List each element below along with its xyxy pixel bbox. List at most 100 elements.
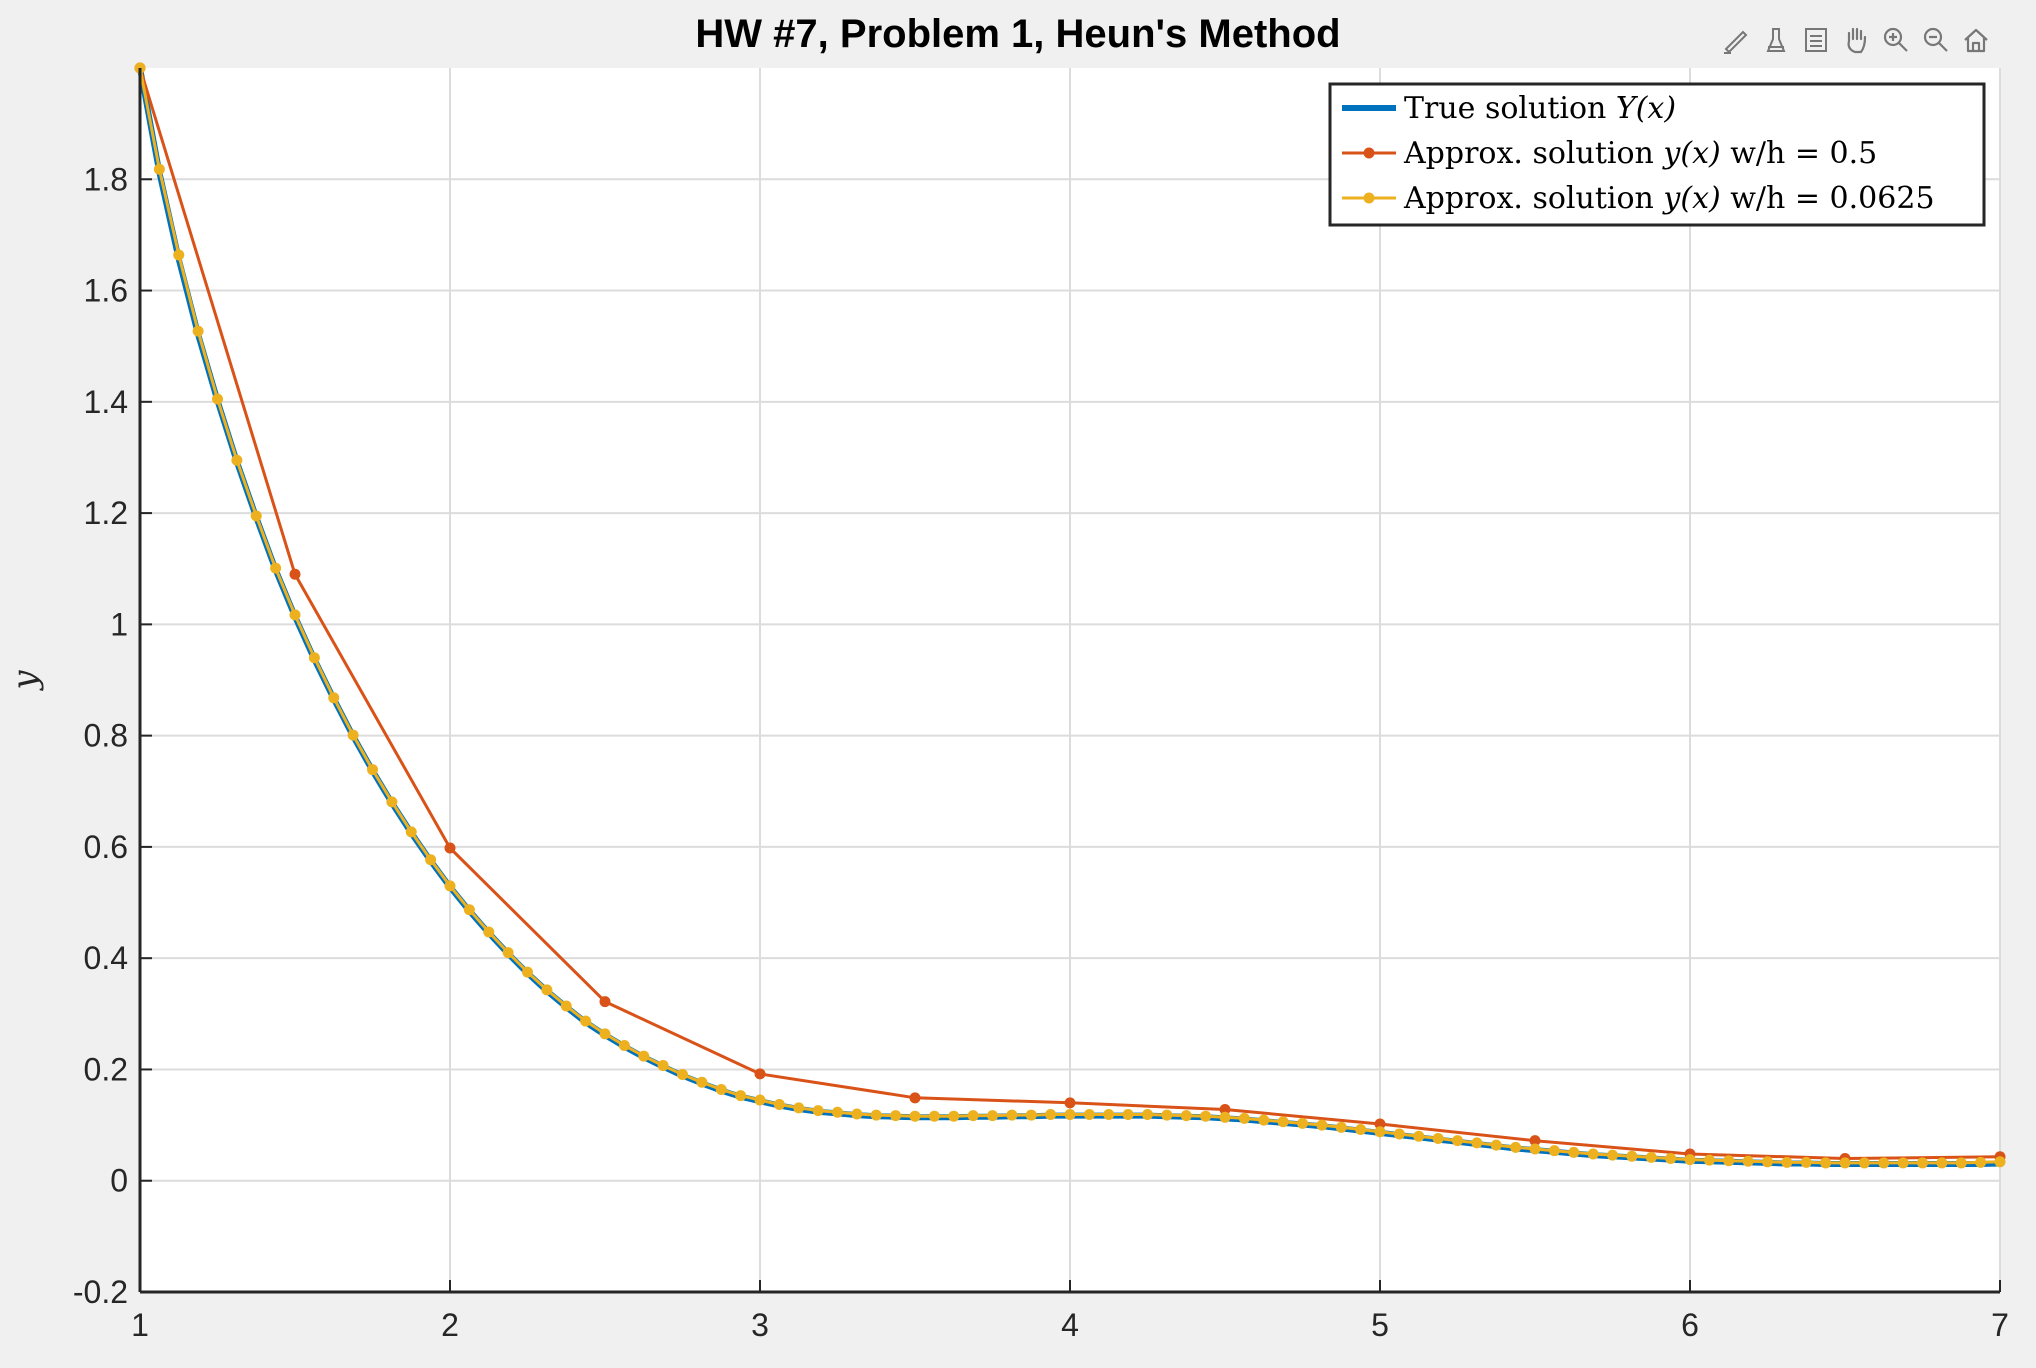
y-tick-label: 1.4 — [84, 384, 128, 420]
data-point — [270, 562, 282, 574]
data-point — [463, 904, 475, 916]
data-point — [1180, 1110, 1192, 1122]
pan-hand-icon[interactable] — [1838, 22, 1874, 58]
data-point — [1742, 1155, 1754, 1167]
data-cursor-icon[interactable] — [1758, 22, 1794, 58]
data-point — [1994, 1156, 2006, 1168]
data-point — [1703, 1154, 1715, 1166]
data-point — [1316, 1119, 1328, 1131]
data-point — [754, 1094, 766, 1106]
data-point — [890, 1110, 902, 1122]
zoom-in-icon[interactable] — [1878, 22, 1914, 58]
data-point — [1510, 1141, 1522, 1153]
data-point — [599, 1028, 611, 1040]
data-point — [1006, 1109, 1018, 1121]
legend[interactable]: True solution Y(x) Approx. solution y(x) … — [1328, 82, 1986, 227]
data-point — [1064, 1109, 1076, 1121]
data-point — [1645, 1151, 1657, 1163]
y-tick-label: 0.8 — [84, 718, 128, 754]
legend-edit-icon[interactable] — [1798, 22, 1834, 58]
legend-entry-0: True solution Y(x) — [1404, 91, 1676, 126]
y-tick-label: 0.2 — [84, 1051, 128, 1087]
data-point — [173, 249, 185, 261]
data-point — [1335, 1121, 1347, 1133]
data-point — [1142, 1109, 1153, 1121]
chart-title: HW #7, Problem 1, Heun's Method — [695, 12, 1341, 56]
data-point — [1490, 1139, 1502, 1151]
y-axis-label: y — [5, 670, 45, 692]
data-point — [773, 1099, 785, 1111]
y-tick-label: 0 — [110, 1163, 128, 1199]
home-icon[interactable] — [1958, 22, 1994, 58]
data-point — [1955, 1157, 1967, 1169]
data-point — [1529, 1135, 1541, 1147]
data-point — [231, 454, 243, 466]
data-point — [1897, 1157, 1909, 1169]
y-tick-label: 0.4 — [84, 940, 128, 976]
data-point — [522, 966, 533, 978]
data-point — [308, 652, 320, 664]
data-point — [1471, 1137, 1483, 1149]
data-point — [1045, 1109, 1057, 1121]
data-point — [1878, 1157, 1890, 1169]
y-tick-label: 1.2 — [84, 495, 128, 531]
data-point — [250, 510, 262, 522]
data-point — [367, 764, 378, 776]
data-point — [948, 1110, 960, 1122]
data-point — [1161, 1109, 1173, 1121]
data-point — [444, 842, 456, 854]
data-point — [1219, 1104, 1231, 1116]
data-point — [541, 984, 553, 996]
data-point — [793, 1102, 805, 1114]
data-point — [812, 1105, 824, 1117]
x-tick-label: 6 — [1681, 1307, 1699, 1343]
data-point — [153, 163, 165, 175]
data-point — [870, 1109, 882, 1121]
data-point — [1529, 1143, 1541, 1155]
legend-entry-2: Approx. solution y(x) w/h = 0.0625 — [1403, 181, 1935, 216]
axes-toolbar — [1718, 22, 1994, 58]
data-point — [1607, 1149, 1618, 1161]
data-point — [502, 947, 514, 959]
y-tick-labels: -0.2 0 0.2 0.4 0.6 0.8 1 1.2 1.4 1.6 1.8 — [73, 161, 152, 1310]
data-point — [1975, 1156, 1987, 1168]
data-point — [425, 854, 437, 866]
data-point — [1025, 1109, 1037, 1121]
data-point — [696, 1076, 708, 1088]
y-tick-label: -0.2 — [73, 1274, 128, 1310]
y-tick-label: 0.6 — [84, 829, 128, 865]
data-point — [987, 1110, 998, 1122]
data-point — [1393, 1128, 1405, 1140]
data-point — [909, 1092, 921, 1104]
data-point — [909, 1110, 921, 1122]
data-point — [444, 880, 456, 892]
x-tick-label: 3 — [751, 1307, 769, 1343]
data-point — [1219, 1111, 1231, 1123]
x-tick-label: 7 — [1991, 1307, 2009, 1343]
zoom-out-icon[interactable] — [1918, 22, 1954, 58]
data-point — [1723, 1155, 1735, 1167]
y-tick-label: 1.6 — [84, 273, 128, 309]
data-point — [1103, 1109, 1115, 1121]
data-point — [1238, 1112, 1250, 1124]
data-point — [754, 1068, 766, 1080]
data-point — [1277, 1116, 1289, 1128]
data-point — [386, 796, 398, 808]
legend-entry-1: Approx. solution y(x) w/h = 0.5 — [1403, 136, 1877, 171]
data-point — [1839, 1157, 1851, 1169]
data-point — [560, 1000, 572, 1012]
data-point — [1820, 1157, 1832, 1169]
data-point — [212, 393, 223, 405]
data-point — [1568, 1146, 1580, 1158]
data-point — [1413, 1130, 1425, 1142]
data-point — [677, 1068, 688, 1080]
data-point — [1858, 1157, 1870, 1169]
data-point — [1258, 1114, 1270, 1126]
data-point — [735, 1090, 747, 1102]
data-point — [483, 926, 495, 938]
brush-edit-icon[interactable] — [1718, 22, 1754, 58]
data-point — [192, 325, 204, 337]
data-point — [1684, 1154, 1696, 1166]
data-point — [1122, 1109, 1134, 1121]
